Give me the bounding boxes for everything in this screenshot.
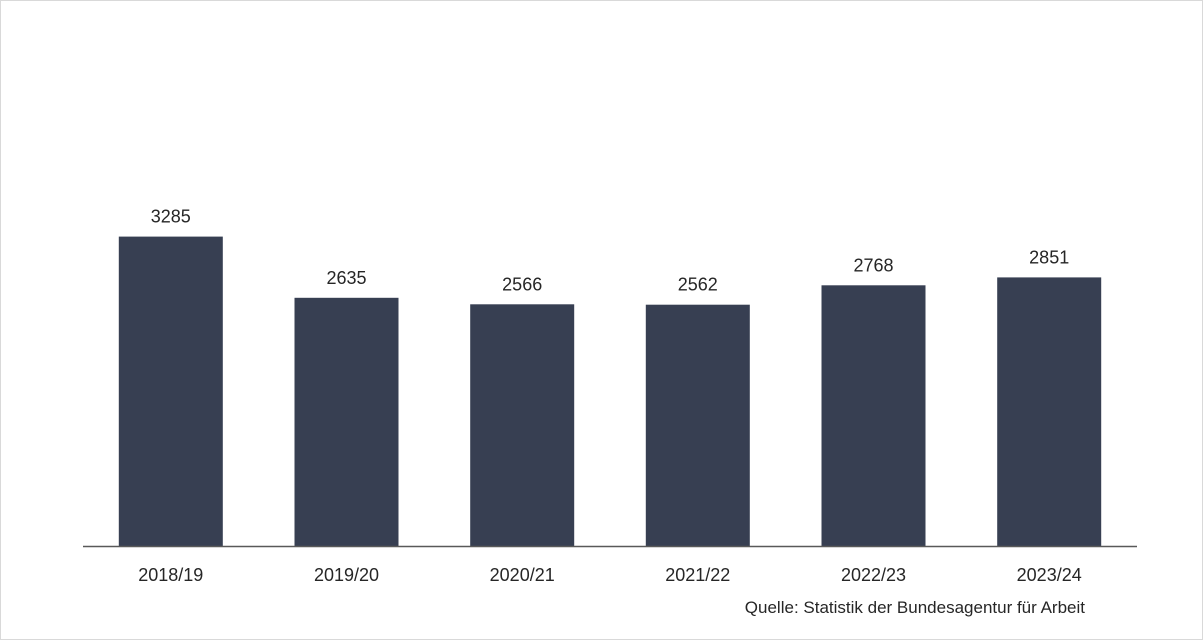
- data-label-2020/21: 2566: [502, 274, 542, 294]
- x-tick-label-2020/21: 2020/21: [490, 565, 555, 585]
- x-tick-label-2018/19: 2018/19: [138, 565, 203, 585]
- source-note: Quelle: Statistik der Bundesagentur für …: [744, 598, 1085, 617]
- data-label-2022/23: 2768: [853, 255, 893, 275]
- x-tick-label-2019/20: 2019/20: [314, 565, 379, 585]
- bar-2020/21: [470, 304, 575, 546]
- data-label-2019/20: 2635: [326, 268, 366, 288]
- data-label-2021/22: 2562: [678, 275, 718, 295]
- data-label-2023/24: 2851: [1029, 247, 1069, 267]
- bar-2022/23: [821, 285, 926, 546]
- x-tick-label-2023/24: 2023/24: [1017, 565, 1082, 585]
- data-label-2018/19: 3285: [151, 207, 191, 227]
- bar-2023/24: [997, 277, 1102, 546]
- bar-2019/20: [294, 297, 399, 546]
- bar-2018/19: [118, 236, 223, 546]
- bar-2021/22: [645, 304, 750, 546]
- x-tick-label-2021/22: 2021/22: [665, 565, 730, 585]
- x-tick-label-2022/23: 2022/23: [841, 565, 906, 585]
